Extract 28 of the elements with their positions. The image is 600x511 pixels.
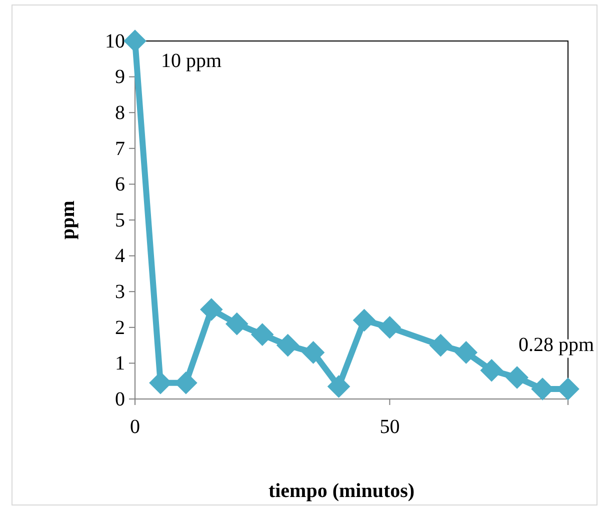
- y-tick-label: 0: [115, 388, 125, 410]
- y-tick-label: 7: [115, 138, 125, 160]
- point: [506, 366, 528, 389]
- point: [378, 316, 402, 339]
- point: [352, 308, 376, 332]
- y-tick-label: 3: [115, 281, 125, 303]
- point: [429, 334, 452, 357]
- y-tick-label: 10: [105, 30, 125, 52]
- y-tick-label: 2: [115, 316, 125, 339]
- x-axis-title: tiempo (minutos): [268, 480, 415, 502]
- y-tick-label: 5: [115, 209, 125, 232]
- y-tick-label: 4: [115, 245, 125, 268]
- point: [302, 341, 325, 364]
- point: [225, 312, 248, 336]
- y-tick-label: 6: [115, 174, 125, 196]
- point: [124, 30, 146, 52]
- y-tick-label: 8: [115, 102, 125, 124]
- point: [250, 323, 274, 346]
- x-tick-label: 50: [380, 416, 400, 438]
- point: [480, 358, 503, 382]
- y-tick-label: 1: [115, 352, 125, 375]
- y-tick-label: 9: [115, 66, 125, 88]
- point: [454, 341, 478, 364]
- annotation: 10 ppm: [161, 50, 222, 72]
- point: [327, 375, 350, 398]
- point: [276, 334, 300, 357]
- point: [200, 298, 223, 321]
- y-axis-title: ppm: [57, 200, 79, 240]
